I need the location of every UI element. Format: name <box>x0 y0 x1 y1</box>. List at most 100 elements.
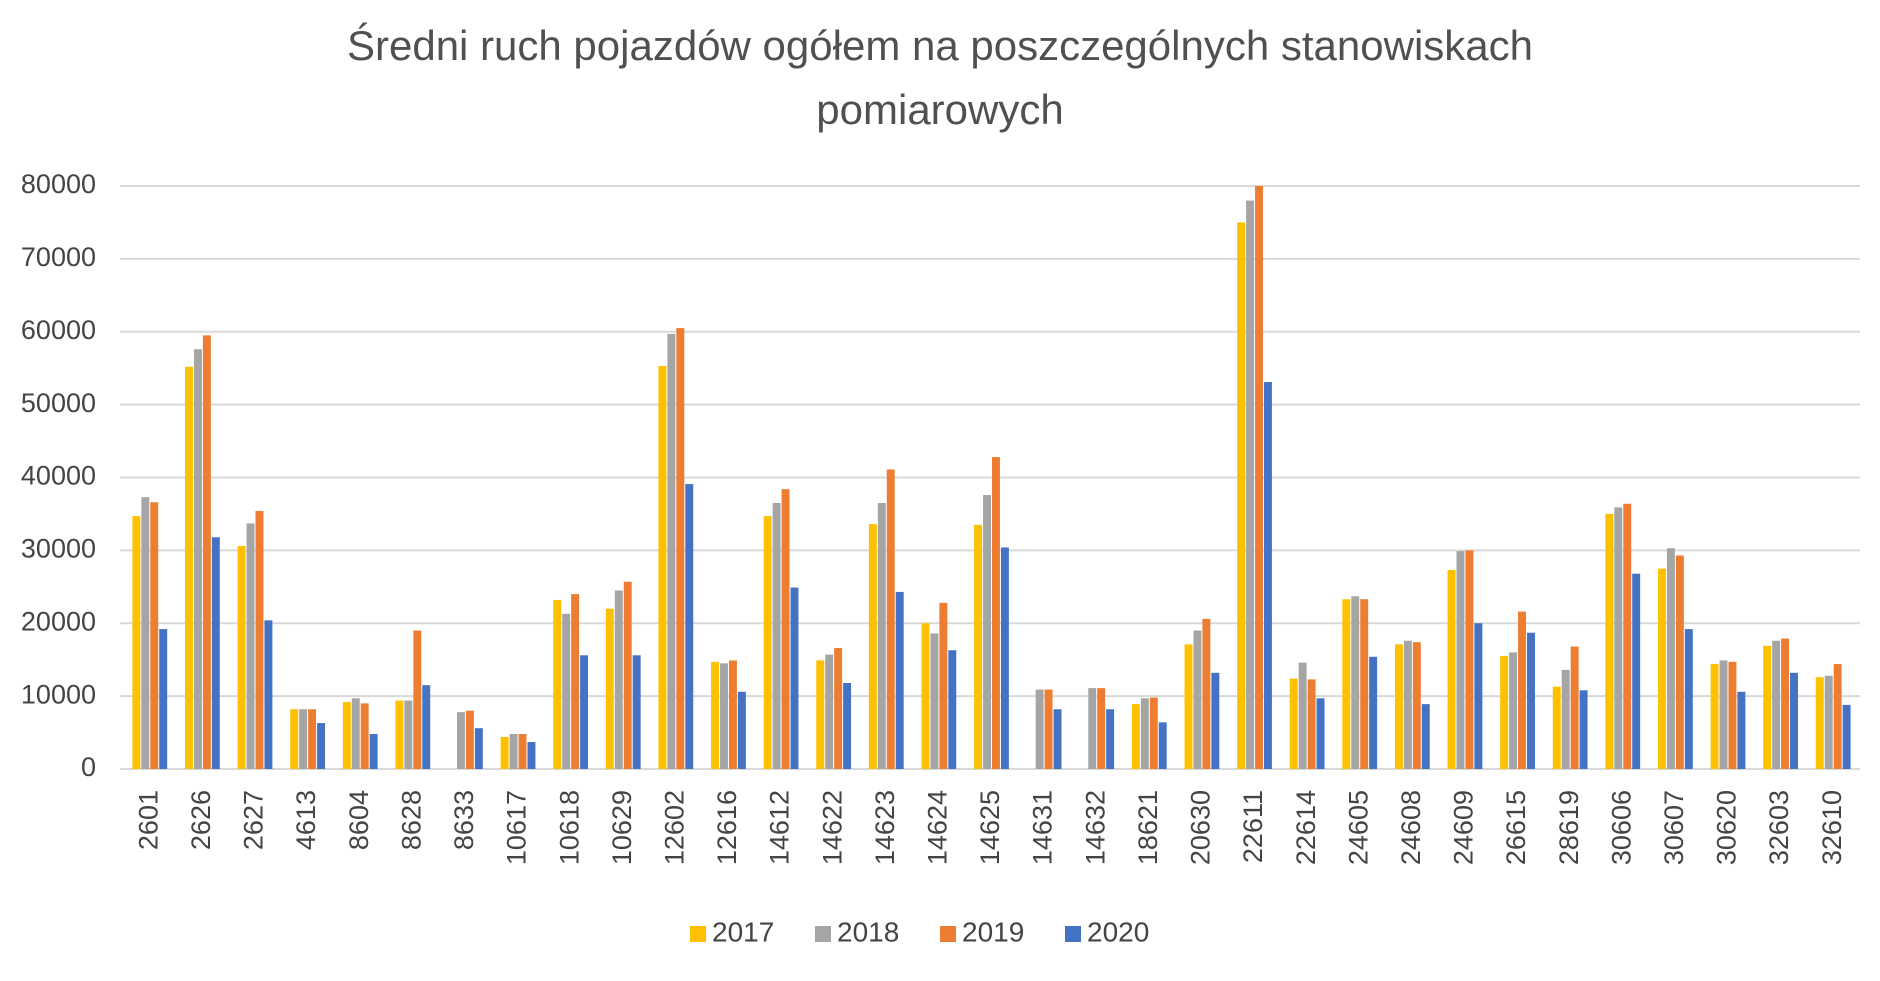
bar <box>1097 688 1106 769</box>
bar <box>1579 690 1588 769</box>
bar <box>1035 689 1044 769</box>
bar <box>246 523 255 769</box>
x-tick-label: 24608 <box>1396 790 1426 865</box>
bar <box>1842 704 1851 769</box>
bar <box>877 503 886 769</box>
bar <box>1719 660 1728 769</box>
bar <box>422 685 431 769</box>
x-tick-label: 14612 <box>765 790 795 865</box>
bar <box>763 516 772 769</box>
bar <box>211 537 220 769</box>
bar <box>1211 672 1220 769</box>
bar <box>1790 672 1798 769</box>
x-tick-label: 14624 <box>923 790 953 865</box>
bar <box>395 700 404 769</box>
x-tick-label: 10617 <box>502 790 532 865</box>
bar <box>465 710 474 769</box>
bar <box>1289 678 1298 769</box>
bar <box>351 698 360 769</box>
bar <box>1316 698 1325 769</box>
bar <box>1351 596 1360 769</box>
x-tick-label: 28619 <box>1554 790 1584 865</box>
x-tick-label: 10618 <box>554 790 584 865</box>
x-tick-label: 8628 <box>396 790 426 850</box>
legend-swatch <box>690 926 706 942</box>
y-tick-label: 30000 <box>21 534 96 564</box>
bar <box>667 333 676 769</box>
bar <box>1149 697 1158 769</box>
bar <box>1465 550 1474 769</box>
bar <box>816 660 825 769</box>
bar <box>342 701 351 769</box>
legend-swatch <box>1065 926 1081 942</box>
x-tick-label: 2626 <box>186 790 216 850</box>
bar <box>1106 709 1115 769</box>
bar <box>895 591 904 769</box>
bar <box>948 650 957 769</box>
bar <box>1131 704 1140 769</box>
bar <box>299 709 308 769</box>
bar <box>939 602 948 769</box>
bar <box>1360 599 1369 769</box>
bar <box>1657 568 1666 769</box>
chart-title: Średni ruch pojazdów ogółem na poszczegó… <box>346 22 1533 133</box>
y-tick-label: 60000 <box>21 315 96 345</box>
y-tick-label: 0 <box>81 752 96 782</box>
x-tick-label: 30620 <box>1712 790 1742 865</box>
bar <box>772 503 781 769</box>
bar <box>185 366 193 769</box>
bar <box>711 661 720 769</box>
legend-label: 2017 <box>712 916 774 947</box>
bar <box>1675 555 1684 769</box>
bar <box>720 663 728 769</box>
bar <box>1044 689 1053 769</box>
y-tick-label: 70000 <box>21 242 96 272</box>
bar <box>737 691 746 769</box>
bar <box>500 736 509 769</box>
y-tick-label: 80000 <box>21 169 96 199</box>
x-tick-label: 24609 <box>1449 790 1479 865</box>
bar <box>1527 632 1535 769</box>
bar <box>1710 664 1719 769</box>
bar <box>790 587 799 769</box>
bar <box>404 700 413 769</box>
y-tick-label: 40000 <box>21 461 96 491</box>
bar <box>317 723 326 769</box>
x-tick-label: 32610 <box>1817 790 1847 865</box>
bar <box>518 734 527 769</box>
legend-swatch <box>940 926 956 942</box>
x-tick-label: 2627 <box>239 790 269 850</box>
x-tick-label: 14623 <box>870 790 900 865</box>
legend-label: 2019 <box>962 916 1024 947</box>
bar <box>868 524 877 769</box>
bar <box>658 366 667 769</box>
bar <box>141 497 150 769</box>
bar <box>992 457 1000 769</box>
bar <box>1421 704 1430 769</box>
bar <box>1237 222 1246 769</box>
bar <box>1614 507 1623 769</box>
bar <box>781 489 790 769</box>
x-tick-label: 22611 <box>1238 790 1268 863</box>
bar <box>983 494 991 769</box>
bar <box>685 484 694 769</box>
bar <box>527 742 536 769</box>
bar <box>308 709 317 769</box>
x-tick-label: 14625 <box>975 790 1005 865</box>
bar <box>1781 638 1790 769</box>
bar <box>1447 570 1456 769</box>
bar <box>1815 677 1824 769</box>
bar <box>1202 618 1211 769</box>
bar <box>1552 686 1561 769</box>
legend-label: 2020 <box>1087 916 1149 947</box>
bar <box>843 683 852 769</box>
bar <box>202 335 211 769</box>
bar <box>1561 669 1570 769</box>
bar <box>605 608 614 769</box>
bar <box>1342 599 1351 769</box>
x-tick-label: 20630 <box>1186 790 1216 865</box>
bar <box>930 633 939 769</box>
bar <box>974 524 983 769</box>
